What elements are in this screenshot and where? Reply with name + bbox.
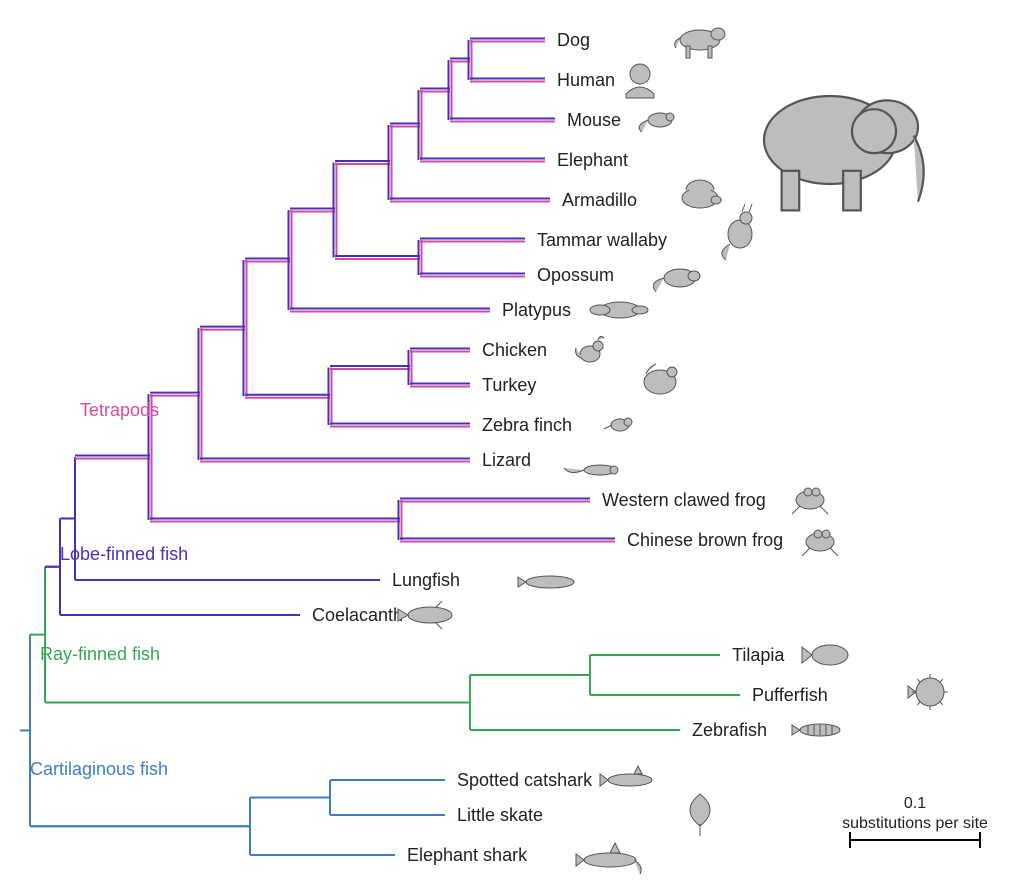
wallaby-icon — [722, 204, 752, 260]
frog-icon — [802, 530, 838, 556]
shark-icon — [600, 766, 652, 786]
taxon-label-coelacanth: Coelacanth — [312, 605, 403, 625]
taxon-label-elephant: Elephant — [557, 150, 628, 170]
puffer-icon — [908, 674, 948, 710]
armadillo-icon — [682, 180, 721, 208]
opossum-icon — [653, 269, 700, 292]
mouse-icon — [639, 113, 674, 132]
portrait-icon — [626, 64, 654, 98]
taxon-label-catshark: Spotted catshark — [457, 770, 593, 790]
taxon-label-cbf: Chinese brown frog — [627, 530, 783, 550]
taxon-label-elephant_shark: Elephant shark — [407, 845, 528, 865]
taxon-label-skate: Little skate — [457, 805, 543, 825]
clade-label-cartilaginous: Cartilaginous fish — [30, 759, 168, 779]
turkey-icon — [644, 364, 677, 394]
taxon-label-lizard: Lizard — [482, 450, 531, 470]
taxon-label-pufferfish: Pufferfish — [752, 685, 828, 705]
elephant-icon — [764, 96, 924, 210]
scale-value: 0.1 — [904, 795, 926, 812]
taxon-label-armadillo: Armadillo — [562, 190, 637, 210]
lizard-icon — [564, 465, 618, 475]
taxon-label-turkey: Turkey — [482, 375, 536, 395]
chicken-icon — [576, 336, 604, 362]
zebrafish-icon — [792, 724, 840, 736]
taxon-label-wcf: Western clawed frog — [602, 490, 766, 510]
lungfish-icon — [518, 576, 574, 588]
skate-icon — [690, 794, 710, 836]
taxon-label-platypus: Platypus — [502, 300, 571, 320]
clade-label-tetrapods: Tetrapods — [80, 400, 159, 420]
taxon-label-zebrafish: Zebrafish — [692, 720, 767, 740]
dog-icon — [675, 28, 725, 58]
taxon-label-mouse: Mouse — [567, 110, 621, 130]
taxon-label-chicken: Chicken — [482, 340, 547, 360]
scale-caption: substitutions per site — [842, 815, 988, 832]
taxon-label-human: Human — [557, 70, 615, 90]
taxon-label-tammar: Tammar wallaby — [537, 230, 667, 250]
fish-icon — [802, 645, 848, 665]
taxon-label-opossum: Opossum — [537, 265, 614, 285]
platypus-icon — [590, 302, 648, 318]
taxon-label-tilapia: Tilapia — [732, 645, 785, 665]
finch-icon — [604, 418, 632, 431]
taxon-label-zebra_finch: Zebra finch — [482, 415, 572, 435]
coelacanth-icon — [398, 601, 452, 629]
clade-label-lobe_finned: Lobe-finned fish — [60, 544, 188, 564]
eshark-icon — [576, 843, 641, 874]
phylogenetic-tree: Dog Human Mouse Elephant Armadillo Tammar wal… — [0, 0, 1021, 892]
taxon-label-dog: Dog — [557, 30, 590, 50]
frog-icon — [792, 488, 828, 514]
clade-label-ray_finned: Ray-finned fish — [40, 644, 160, 664]
taxon-label-lungfish: Lungfish — [392, 570, 460, 590]
